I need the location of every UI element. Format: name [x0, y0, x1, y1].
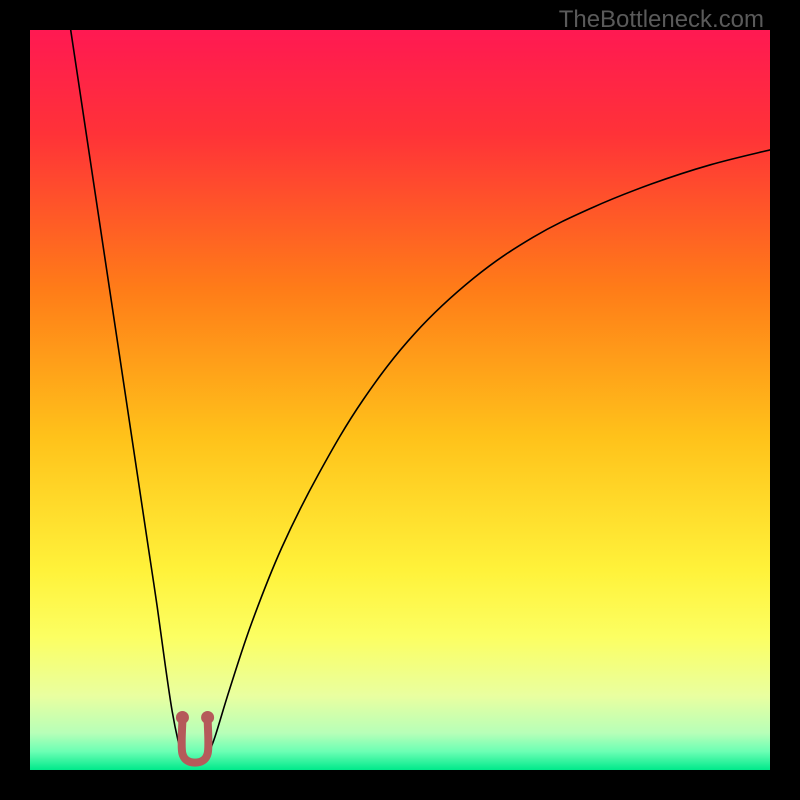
watermark-text: TheBottleneck.com [559, 6, 764, 34]
bottleneck-chart [30, 30, 770, 770]
gradient-background [30, 30, 770, 770]
valley-dot-0 [176, 711, 189, 724]
chart-container: TheBottleneck.com [0, 0, 800, 800]
valley-dot-1 [201, 711, 214, 724]
